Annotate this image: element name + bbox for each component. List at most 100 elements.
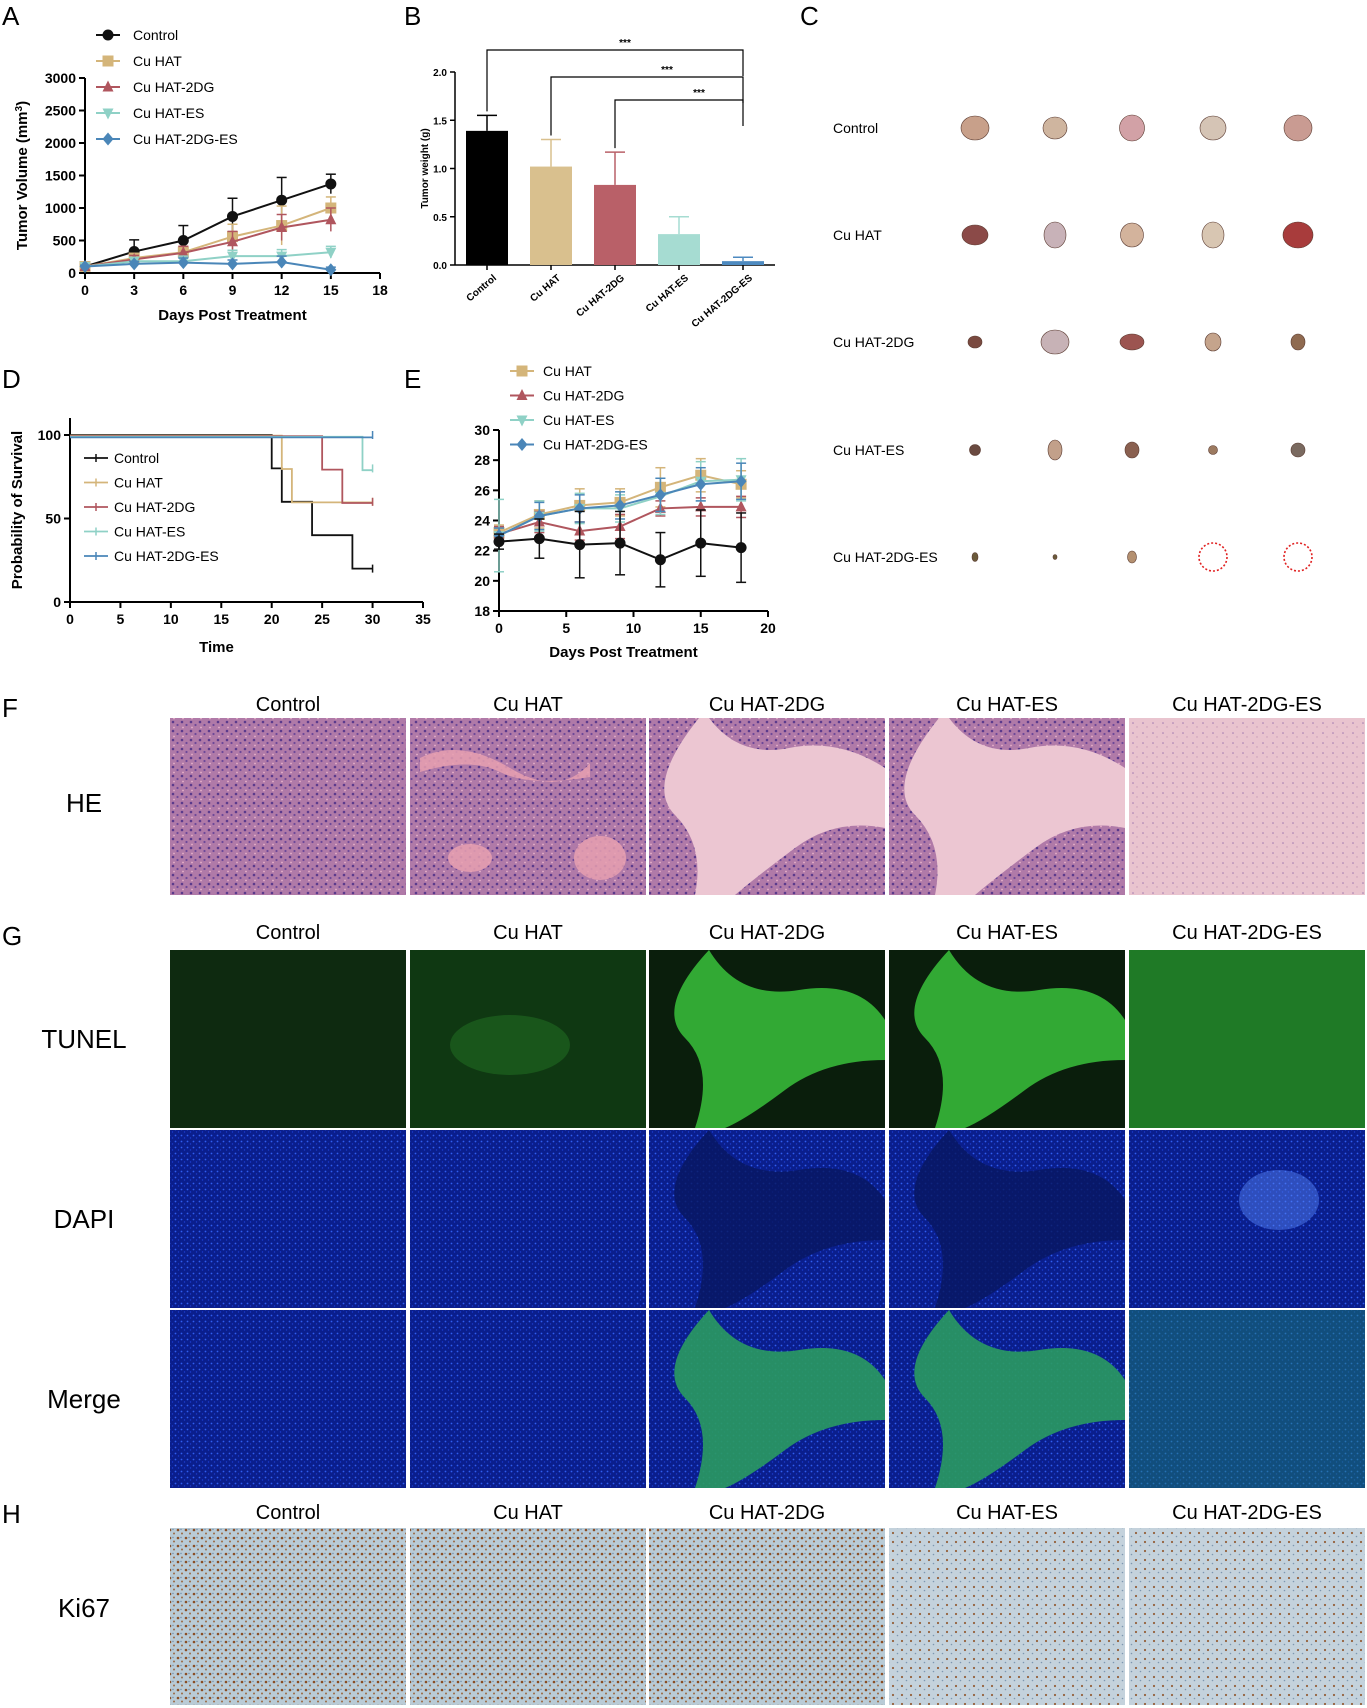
panel-c-row-label: Cu HAT-ES: [833, 442, 904, 458]
panel-letter-f: F: [2, 693, 18, 723]
merge-image: [410, 1310, 646, 1488]
b-bar-cu-hat: [530, 166, 572, 265]
tumor-photo: [1290, 442, 1306, 458]
panel-c-row-label: Cu HAT-2DG: [833, 334, 914, 350]
merge-signal: [1129, 1310, 1365, 1488]
ki67-image: [170, 1528, 406, 1705]
b-y-tick-label: 2.0: [433, 68, 447, 79]
absent-tumor-circle: [1283, 542, 1313, 572]
chart-d-survival: 0 50 100 0 5 10 15 20 25 30 35 Time Probability of S…: [9, 418, 431, 656]
a-point: [177, 246, 189, 258]
tunel-image: [1129, 950, 1365, 1128]
a-point: [227, 257, 238, 271]
a-point: [325, 178, 337, 190]
column-header: Cu HAT-2DG: [709, 694, 825, 716]
e-point: [654, 554, 666, 566]
column-header: Cu HAT-2DG-ES: [1172, 694, 1322, 716]
b-bar-cu-hat-2dg: [594, 184, 636, 265]
e-legend-marker: [516, 365, 528, 377]
tumor-photo: [961, 224, 989, 246]
d-survival-curve-cu-hat-2dg: [70, 435, 373, 504]
e-y-tick-label: 28: [474, 452, 490, 468]
e-legend-label: Cu HAT-2DG-ES: [543, 437, 648, 453]
e-point: [493, 536, 505, 548]
e-legend-label: Cu HAT: [543, 363, 592, 379]
e-legend-marker: [516, 415, 528, 427]
column-header: Cu HAT-ES: [956, 1502, 1058, 1524]
a-legend-label: Control: [133, 27, 178, 43]
tumor-photo: [1127, 550, 1137, 564]
e-x-tick-label: 10: [626, 620, 642, 636]
b-y-tick-label: 0.0: [433, 261, 447, 272]
d-y-tick-label: 50: [45, 511, 61, 527]
e-legend-marker: [516, 389, 528, 400]
column-header: Cu HAT-ES: [956, 922, 1058, 944]
e-x-tick-label: 5: [562, 620, 570, 636]
tumor-photo: [1119, 333, 1145, 351]
column-header: Control: [256, 922, 320, 944]
chart-a-tumor-volume: 0 500 1000 1500 2000 2500 3000 0 3 6 9 12 15 18 Days P…: [14, 27, 388, 324]
d-x-tick-label: 10: [163, 611, 179, 627]
chart-e-body-weight: 18 20 22 24 26 28 30 0 5 10 15 20 Days Post Treatmen…: [474, 363, 776, 661]
tumor-photo: [1283, 114, 1313, 142]
a-point: [276, 255, 288, 269]
a-x-axis-label: Days Post Treatment: [158, 307, 306, 324]
e-legend-marker: [516, 438, 528, 451]
a-series-line: [84, 218, 331, 268]
e-point: [695, 500, 707, 512]
a-y-tick-label: 1000: [45, 200, 76, 216]
a-y-tick-label: 3000: [45, 70, 76, 86]
dapi-bright-region: [1239, 1170, 1319, 1230]
d-x-tick-label: 15: [213, 611, 229, 627]
b-y-tick-label: 1.5: [433, 116, 447, 127]
column-header: Cu HAT-2DG: [709, 1502, 825, 1524]
merge-signal: [914, 1310, 1125, 1488]
tumor-photo: [1282, 221, 1314, 249]
dapi-image: [1129, 1130, 1365, 1308]
d-x-axis-label: Time: [199, 639, 234, 656]
a-series-cu-hat-2dg-es: [79, 255, 337, 277]
a-y-tick-label: 2500: [45, 103, 76, 119]
e-point: [735, 500, 747, 512]
e-point: [695, 477, 707, 491]
a-x-tick-label: 9: [229, 282, 237, 298]
d-y-axis-label: Probability of Survival: [9, 431, 26, 589]
b-bar-cu-hat-es: [658, 234, 700, 265]
b-significance-bracket: [486, 49, 744, 112]
a-series-line: [84, 183, 332, 268]
merge-image: [170, 1310, 406, 1488]
e-x-tick-label: 15: [693, 620, 709, 636]
a-x-tick-label: 18: [372, 282, 388, 298]
panel-c-row-label: Control: [833, 120, 878, 136]
e-point: [614, 537, 626, 549]
d-legend-label: Cu HAT: [114, 475, 163, 491]
merge-signal: [674, 1310, 885, 1488]
chart-b-tumor-weight: 0.0 0.5 1.0 1.5 2.0 Tumor weight (g) Control Cu…: [420, 38, 775, 330]
e-point: [533, 533, 545, 545]
a-point: [79, 260, 91, 273]
tumor-photo: [1204, 332, 1222, 352]
d-x-tick-label: 20: [264, 611, 280, 627]
panel-c-row-label: Cu HAT: [833, 227, 882, 243]
e-point: [614, 498, 626, 512]
d-y-tick-label: 100: [38, 427, 62, 443]
b-x-tick-label: Cu HAT-ES: [644, 273, 691, 315]
ki67-image: [889, 1528, 1125, 1705]
e-legend-label: Cu HAT-ES: [543, 412, 614, 428]
a-legend-marker: [102, 132, 114, 146]
e-point: [574, 501, 586, 515]
tumor-photo: [1201, 221, 1225, 249]
e-x-axis-label: Days Post Treatment: [549, 644, 697, 661]
b-x-tick-label: Cu HAT-2DG: [574, 273, 627, 320]
d-legend-label: Cu HAT-2DG-ES: [114, 548, 219, 564]
d-legend-label: Control: [114, 450, 159, 466]
b-y-tick-label: 0.5: [433, 213, 447, 224]
e-x-tick-label: 0: [495, 620, 503, 636]
tumor-photo: [1120, 222, 1144, 248]
tumor-photo: [1047, 439, 1063, 461]
panel-c-row-label: Cu HAT-2DG-ES: [833, 549, 938, 565]
a-y-tick-label: 500: [53, 233, 77, 249]
b-significance-label: ***: [619, 38, 631, 49]
e-legend-label: Cu HAT-2DG: [543, 388, 624, 404]
